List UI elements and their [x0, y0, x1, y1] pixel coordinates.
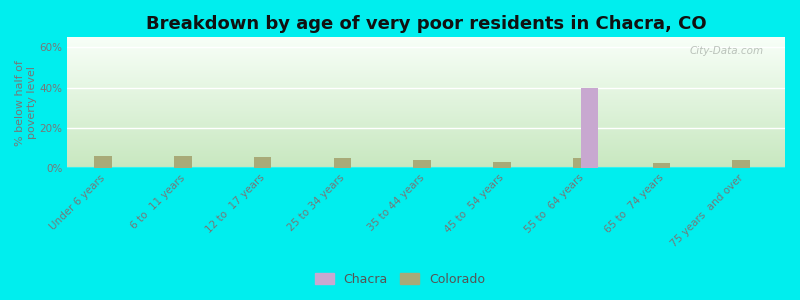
Title: Breakdown by age of very poor residents in Chacra, CO: Breakdown by age of very poor residents …	[146, 15, 706, 33]
Bar	[254, 157, 271, 168]
Bar	[732, 160, 750, 168]
Legend: Chacra, Colorado: Chacra, Colorado	[310, 268, 490, 291]
Bar	[414, 160, 431, 168]
Text: City-Data.com: City-Data.com	[690, 46, 763, 56]
Bar	[581, 88, 598, 168]
Bar	[493, 162, 510, 168]
Bar	[334, 158, 351, 168]
Bar	[174, 156, 192, 168]
Y-axis label: % below half of
poverty level: % below half of poverty level	[15, 60, 37, 146]
Bar	[94, 156, 112, 168]
Bar	[573, 158, 590, 168]
Bar	[653, 163, 670, 168]
